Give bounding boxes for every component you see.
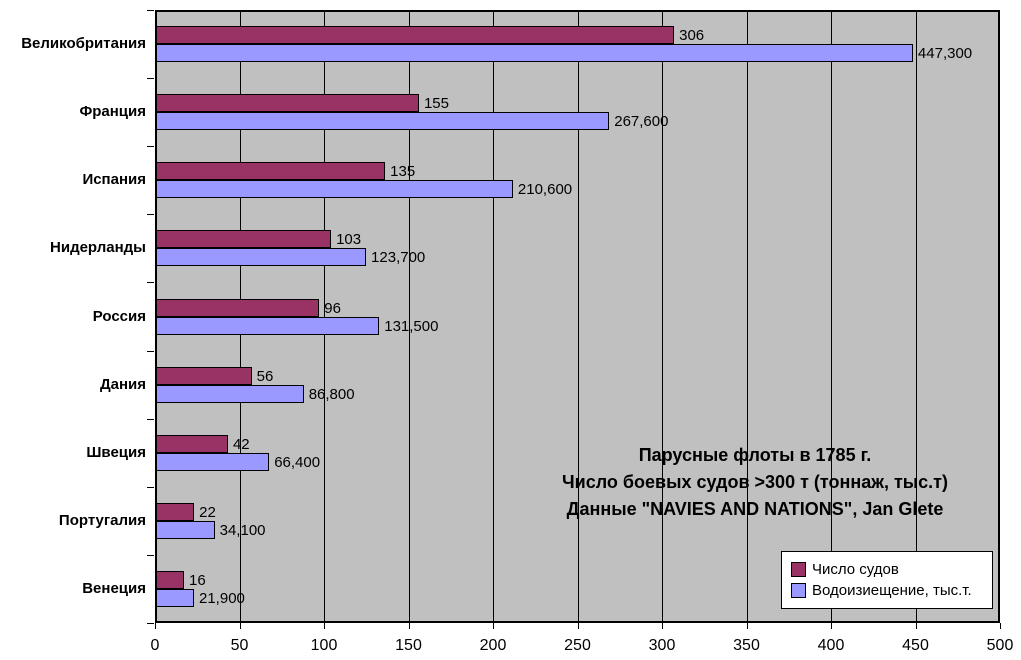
chart-title-line-2: Число боевых судов >300 т (тоннаж, тыс.т… bbox=[561, 472, 948, 492]
bar-label-ships: 155 bbox=[423, 95, 449, 113]
category-tick bbox=[147, 78, 154, 79]
bar-label-displacement: 123,700 bbox=[371, 249, 426, 267]
bar-ships bbox=[155, 366, 252, 385]
x-axis-tick-label: 150 bbox=[395, 637, 422, 654]
gridline bbox=[408, 10, 410, 623]
bar-ships bbox=[155, 570, 185, 589]
category-label: Великобритания bbox=[21, 35, 146, 53]
x-axis-tick-label: 200 bbox=[479, 637, 507, 654]
bar-label-displacement: 34,100 bbox=[219, 521, 266, 539]
x-axis-tick bbox=[408, 623, 410, 629]
category-label: Португалия bbox=[58, 511, 146, 529]
x-axis-tick bbox=[1000, 623, 1001, 629]
x-axis-tick-label: 300 bbox=[648, 637, 676, 654]
bar-label-displacement: 21,900 bbox=[199, 589, 245, 607]
bar-label-displacement: 210,600 bbox=[517, 181, 573, 199]
x-axis-tick-label: 250 bbox=[564, 637, 591, 654]
bar-ships bbox=[155, 162, 386, 181]
plot-area: 306 447,300 155 267,600 135 210,600 103 123,700… bbox=[155, 10, 1000, 623]
bar-displacement bbox=[155, 384, 304, 403]
x-axis-tick bbox=[577, 623, 579, 629]
gridline bbox=[577, 10, 579, 623]
bar-displacement bbox=[155, 520, 215, 539]
bar-label-displacement: 267,600 bbox=[614, 113, 669, 131]
bar-ships bbox=[155, 230, 332, 249]
category-tick bbox=[147, 282, 154, 283]
bar-ships bbox=[155, 502, 195, 521]
x-axis-tick-label: 0 bbox=[150, 637, 160, 654]
category-tick bbox=[147, 487, 154, 488]
legend-item-displacement: Водоизиещение, тыс.т. bbox=[791, 580, 983, 601]
category-label: Испания bbox=[82, 171, 146, 189]
bar-label-ships: 103 bbox=[336, 231, 362, 249]
bar-label-ships: 22 bbox=[199, 503, 216, 521]
bar-displacement bbox=[155, 180, 513, 199]
category-tick bbox=[147, 10, 154, 11]
gridline bbox=[493, 10, 494, 623]
x-axis-tick bbox=[915, 623, 917, 629]
bar-displacement bbox=[155, 44, 913, 63]
x-axis-tick bbox=[155, 623, 156, 629]
x-axis-tick bbox=[662, 623, 663, 629]
gridline bbox=[746, 10, 748, 623]
bar-label-displacement: 447,300 bbox=[917, 45, 973, 63]
chart-title: Парусные флоты в 1785 г. Число боевых су… bbox=[495, 442, 1015, 523]
legend-swatch-displacement bbox=[791, 583, 806, 598]
category-tick bbox=[147, 555, 154, 556]
category-tick bbox=[147, 419, 154, 420]
bar-displacement bbox=[155, 316, 380, 335]
gridline bbox=[915, 10, 917, 623]
bar-label-displacement: 66,400 bbox=[274, 453, 321, 471]
bar-ships bbox=[155, 434, 228, 453]
category-tick bbox=[147, 146, 154, 147]
gridline bbox=[662, 10, 663, 623]
x-axis-tick-label: 350 bbox=[733, 637, 760, 654]
bar-displacement bbox=[155, 452, 270, 471]
category-label: Швеция bbox=[86, 443, 146, 461]
x-axis-tick bbox=[746, 623, 748, 629]
chart-title-line-1: Парусные флоты в 1785 г. bbox=[638, 445, 872, 465]
category-tick bbox=[147, 351, 154, 352]
x-axis-tick bbox=[831, 623, 832, 629]
bar-label-ships: 16 bbox=[189, 571, 206, 589]
category-label: Россия bbox=[92, 307, 146, 325]
gridline bbox=[831, 10, 832, 623]
chart-title-line-3: Данные "NAVIES AND NATIONS", Jan Glete bbox=[566, 499, 944, 519]
category-tick bbox=[147, 214, 154, 215]
x-axis-tick-label: 500 bbox=[986, 637, 1014, 654]
bar-ships bbox=[155, 94, 419, 113]
x-axis-tick-label: 450 bbox=[902, 637, 929, 654]
legend-swatch-ships bbox=[791, 562, 806, 577]
category-label: Франция bbox=[79, 103, 146, 121]
bar-label-ships: 135 bbox=[390, 163, 416, 181]
category-label: Венеция bbox=[82, 579, 146, 597]
category-label: Нидерланды bbox=[50, 239, 146, 257]
bar-label-ships: 306 bbox=[679, 27, 705, 45]
bar-label-ships: 56 bbox=[256, 367, 274, 385]
bar-displacement bbox=[155, 112, 610, 131]
x-axis-tick bbox=[239, 623, 241, 629]
bar-label-ships: 96 bbox=[324, 299, 341, 317]
bar-label-ships: 42 bbox=[232, 435, 250, 453]
legend-item-ships: Число судов bbox=[791, 559, 983, 580]
bar-label-displacement: 86,800 bbox=[308, 385, 355, 403]
x-axis-tick bbox=[493, 623, 494, 629]
bar-displacement bbox=[155, 248, 367, 267]
bar-ships bbox=[155, 298, 320, 317]
x-axis-tick-label: 400 bbox=[817, 637, 845, 654]
x-axis-tick-label: 100 bbox=[310, 637, 338, 654]
legend: Число судов Водоизиещение, тыс.т. bbox=[781, 551, 993, 609]
legend-label-displacement: Водоизиещение, тыс.т. bbox=[812, 582, 972, 599]
x-axis-tick-label: 50 bbox=[230, 637, 249, 654]
legend-label-ships: Число судов bbox=[812, 561, 899, 578]
bar-displacement bbox=[155, 588, 194, 607]
bar-ships bbox=[155, 26, 675, 45]
category-tick bbox=[147, 623, 154, 624]
bar-label-displacement: 131,500 bbox=[384, 317, 439, 335]
x-axis-tick bbox=[324, 623, 325, 629]
category-label: Дания bbox=[99, 375, 146, 393]
